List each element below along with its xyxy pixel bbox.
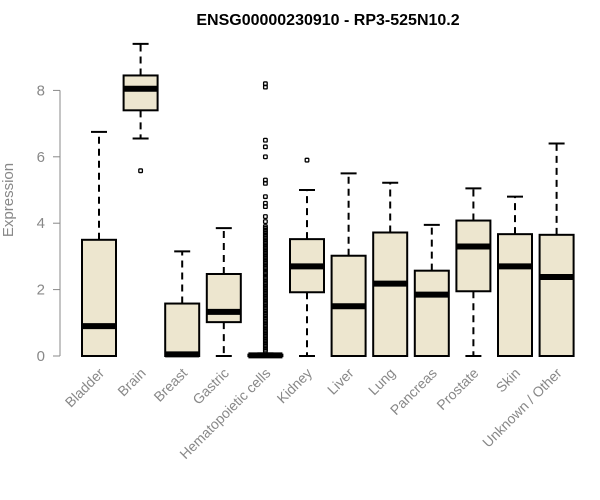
box-hematopoietic-cells <box>247 81 284 359</box>
y-tick-label-2: 4 <box>37 215 45 232</box>
box-group <box>81 42 575 359</box>
outlier-point <box>262 154 268 160</box>
y-axis: 0 2 4 6 8 <box>37 82 61 365</box>
y-axis-label: Expression <box>0 163 17 237</box>
iqr-box <box>81 238 117 357</box>
iqr-box <box>205 272 242 324</box>
y-tick-label-3: 6 <box>37 149 45 166</box>
x-tick-label-bladder: Bladder <box>62 365 108 411</box>
box-liver <box>330 172 367 357</box>
box-pancreas <box>413 223 450 357</box>
outlier-point <box>262 194 268 200</box>
outlier-point <box>262 204 268 210</box>
outlier-point <box>262 214 268 220</box>
x-tick-label-brain: Brain <box>114 365 148 399</box>
outlier-point <box>262 137 268 143</box>
iqr-box <box>372 231 409 357</box>
box-bladder <box>81 130 117 357</box>
iqr-box <box>497 233 533 358</box>
iqr-box <box>164 302 201 358</box>
y-tick-label-1: 2 <box>37 282 45 299</box>
box-brain <box>122 42 159 174</box>
x-tick-label-prostate: Prostate <box>433 365 481 413</box>
box-prostate <box>455 187 492 357</box>
x-tick-label-lung: Lung <box>365 365 398 398</box>
outlier-point <box>262 84 268 90</box>
box-lung <box>372 181 409 357</box>
box-unknown-other <box>538 142 575 358</box>
x-tick-label-kidney: Kidney <box>274 365 316 407</box>
box-kidney <box>289 157 325 357</box>
outlier-point <box>138 168 144 174</box>
y-tick-label-4: 8 <box>37 82 45 99</box>
iqr-box <box>122 74 159 112</box>
x-tick-label-liver: Liver <box>324 365 357 398</box>
outlier-point <box>304 157 310 163</box>
box-breast <box>164 250 201 358</box>
x-tick-label-unknown-other: Unknown / Other <box>479 365 565 451</box>
outlier-point <box>262 219 268 224</box>
outlier-point <box>262 180 268 186</box>
outlier-point <box>262 144 268 150</box>
iqr-box <box>455 219 492 293</box>
outlier-point <box>262 348 268 354</box>
y-tick-label-0: 0 <box>37 348 45 365</box>
box-skin <box>497 195 533 358</box>
x-tick-label-breast: Breast <box>150 365 190 405</box>
x-tick-label-skin: Skin <box>493 365 524 396</box>
iqr-box <box>413 269 450 357</box>
iqr-box <box>538 233 575 358</box>
box-gastric <box>205 227 242 357</box>
chart-title: ENSG00000230910 - RP3-525N10.2 <box>196 12 459 29</box>
